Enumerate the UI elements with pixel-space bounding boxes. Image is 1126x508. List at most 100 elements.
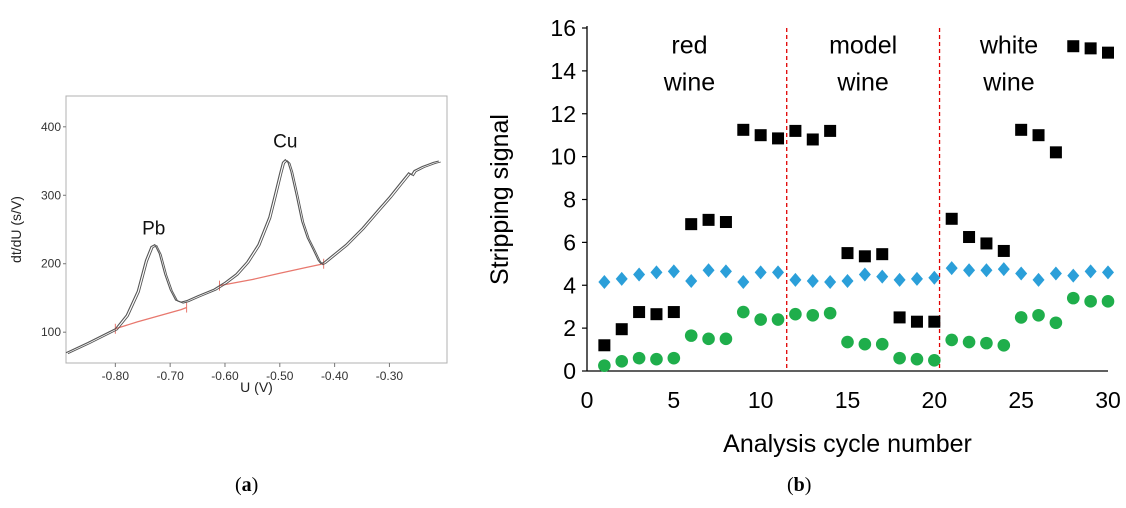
marker-diamond-point [945, 261, 958, 276]
marker-diamond-point [893, 272, 906, 287]
marker-circle-point [789, 307, 802, 321]
marker-diamond-point [910, 271, 923, 286]
y-tick-label-b: 6 [563, 229, 576, 255]
marker-circle-point [737, 305, 750, 319]
marker-circle-point [684, 329, 698, 342]
marker-square-point [893, 311, 906, 324]
region-label: white [979, 32, 1038, 60]
marker-diamond-point [1084, 264, 1097, 279]
marker-diamond-point [598, 275, 611, 290]
marker-diamond-point [824, 275, 837, 290]
x-tick-label-a: -0.60 [211, 369, 239, 383]
marker-diamond-point [633, 267, 646, 282]
panel-label-a: (a) [235, 474, 258, 497]
marker-square-point [1049, 146, 1062, 159]
marker-diamond-point [1015, 266, 1028, 281]
marker-square-point [997, 244, 1010, 257]
marker-diamond-point [980, 263, 993, 278]
panel-b-open-paren: ( [787, 474, 794, 496]
x-tick-label-b: 30 [1095, 387, 1121, 413]
marker-square-point [876, 248, 889, 261]
panel-b-close-paren: ) [804, 474, 812, 496]
marker-diamond-point [1032, 272, 1045, 287]
marker-square-point [824, 124, 837, 137]
x-tick-label-b: 20 [922, 387, 948, 413]
marker-square-point [980, 237, 993, 250]
marker-square-point [963, 231, 976, 244]
y-tick-label-b: 0 [563, 358, 576, 384]
marker-diamond-point [1049, 266, 1062, 281]
x-tick-label-a: -0.30 [376, 369, 404, 383]
marker-diamond-point [997, 262, 1010, 277]
y-tick-label-a: 100 [41, 325, 61, 339]
marker-circle-point [719, 332, 733, 346]
marker-diamond-point [1067, 268, 1080, 283]
marker-square-point [737, 123, 750, 136]
marker-circle-point [650, 352, 663, 366]
marker-circle-point [945, 333, 958, 347]
marker-square-point [1032, 129, 1045, 142]
y-tick-label-b: 14 [550, 58, 576, 84]
peak-label: Pb [142, 218, 165, 239]
marker-square-point [1102, 46, 1114, 59]
marker-circle-point [858, 337, 872, 351]
marker-square-point [1067, 40, 1080, 53]
plot-frame-a [65, 95, 448, 364]
chart-a-voltammogram: -0.80 -0.70 -0.60 -0.50 -0.40 -0.30 100 200 300 4… [8, 95, 448, 395]
region-label: wine [982, 69, 1034, 97]
marker-diamond-point [719, 264, 732, 279]
baseline-line [115, 306, 187, 330]
marker-square-point [598, 339, 611, 352]
region-label: wine [663, 69, 715, 97]
x-tick-label-a: -0.70 [156, 369, 184, 383]
x-axis-title-b: Analysis cycle number [723, 430, 972, 458]
marker-diamond-point [754, 265, 767, 280]
marker-square-point [772, 132, 785, 145]
marker-square-point [858, 250, 871, 263]
marker-circle-point [771, 313, 785, 326]
marker-circle-point [962, 335, 976, 349]
peak-label: Cu [273, 131, 297, 152]
chart-b-stripping-signal: 0 5 10 15 20 25 30 0 2 4 6 8 10 12 14 16 Analysis cycle … [486, 15, 1121, 458]
y-tick-label-b: 12 [550, 101, 576, 127]
y-tick-label-a: 300 [41, 188, 61, 202]
y-tick-label-a: 200 [41, 257, 61, 271]
marker-circle-point [1032, 308, 1045, 322]
y-tick-label-b: 2 [563, 315, 576, 341]
marker-diamond-point [650, 265, 663, 280]
y-tick-label-b: 8 [563, 187, 576, 213]
marker-circle-point [1014, 311, 1028, 324]
panel-a-close-paren: ) [251, 474, 259, 496]
x-tick-label-b: 15 [835, 387, 861, 413]
marker-circle-point [893, 351, 906, 365]
marker-circle-point [702, 332, 715, 346]
marker-circle-point [1084, 295, 1097, 308]
marker-square-point [806, 133, 819, 146]
marker-circle-point [1049, 316, 1063, 330]
marker-diamond-point [806, 273, 819, 288]
marker-circle-point [928, 353, 941, 367]
marker-circle-point [997, 338, 1011, 352]
baseline-line [219, 263, 324, 287]
marker-circle-point [841, 335, 854, 349]
marker-diamond-point [1102, 265, 1114, 280]
marker-square-point [945, 212, 958, 225]
region-label: red [671, 32, 707, 60]
marker-diamond-point [685, 273, 698, 288]
marker-circle-point [910, 352, 924, 366]
marker-square-point [719, 216, 732, 229]
panel-b-letter: b [793, 474, 805, 496]
marker-circle-point [667, 351, 681, 365]
marker-square-point [685, 218, 698, 231]
marker-square-point [928, 315, 941, 328]
marker-diamond-point [789, 272, 802, 287]
marker-circle-point [598, 359, 611, 372]
marker-diamond-point [928, 270, 941, 285]
marker-diamond-point [841, 273, 854, 288]
x-tick-label-a: -0.40 [321, 369, 349, 383]
x-tick-label-b: 10 [748, 387, 774, 413]
y-tick-label-b: 10 [550, 144, 576, 170]
marker-circle-point [823, 306, 837, 320]
panel-label-b: (b) [787, 474, 811, 497]
marker-square-point [841, 247, 854, 260]
